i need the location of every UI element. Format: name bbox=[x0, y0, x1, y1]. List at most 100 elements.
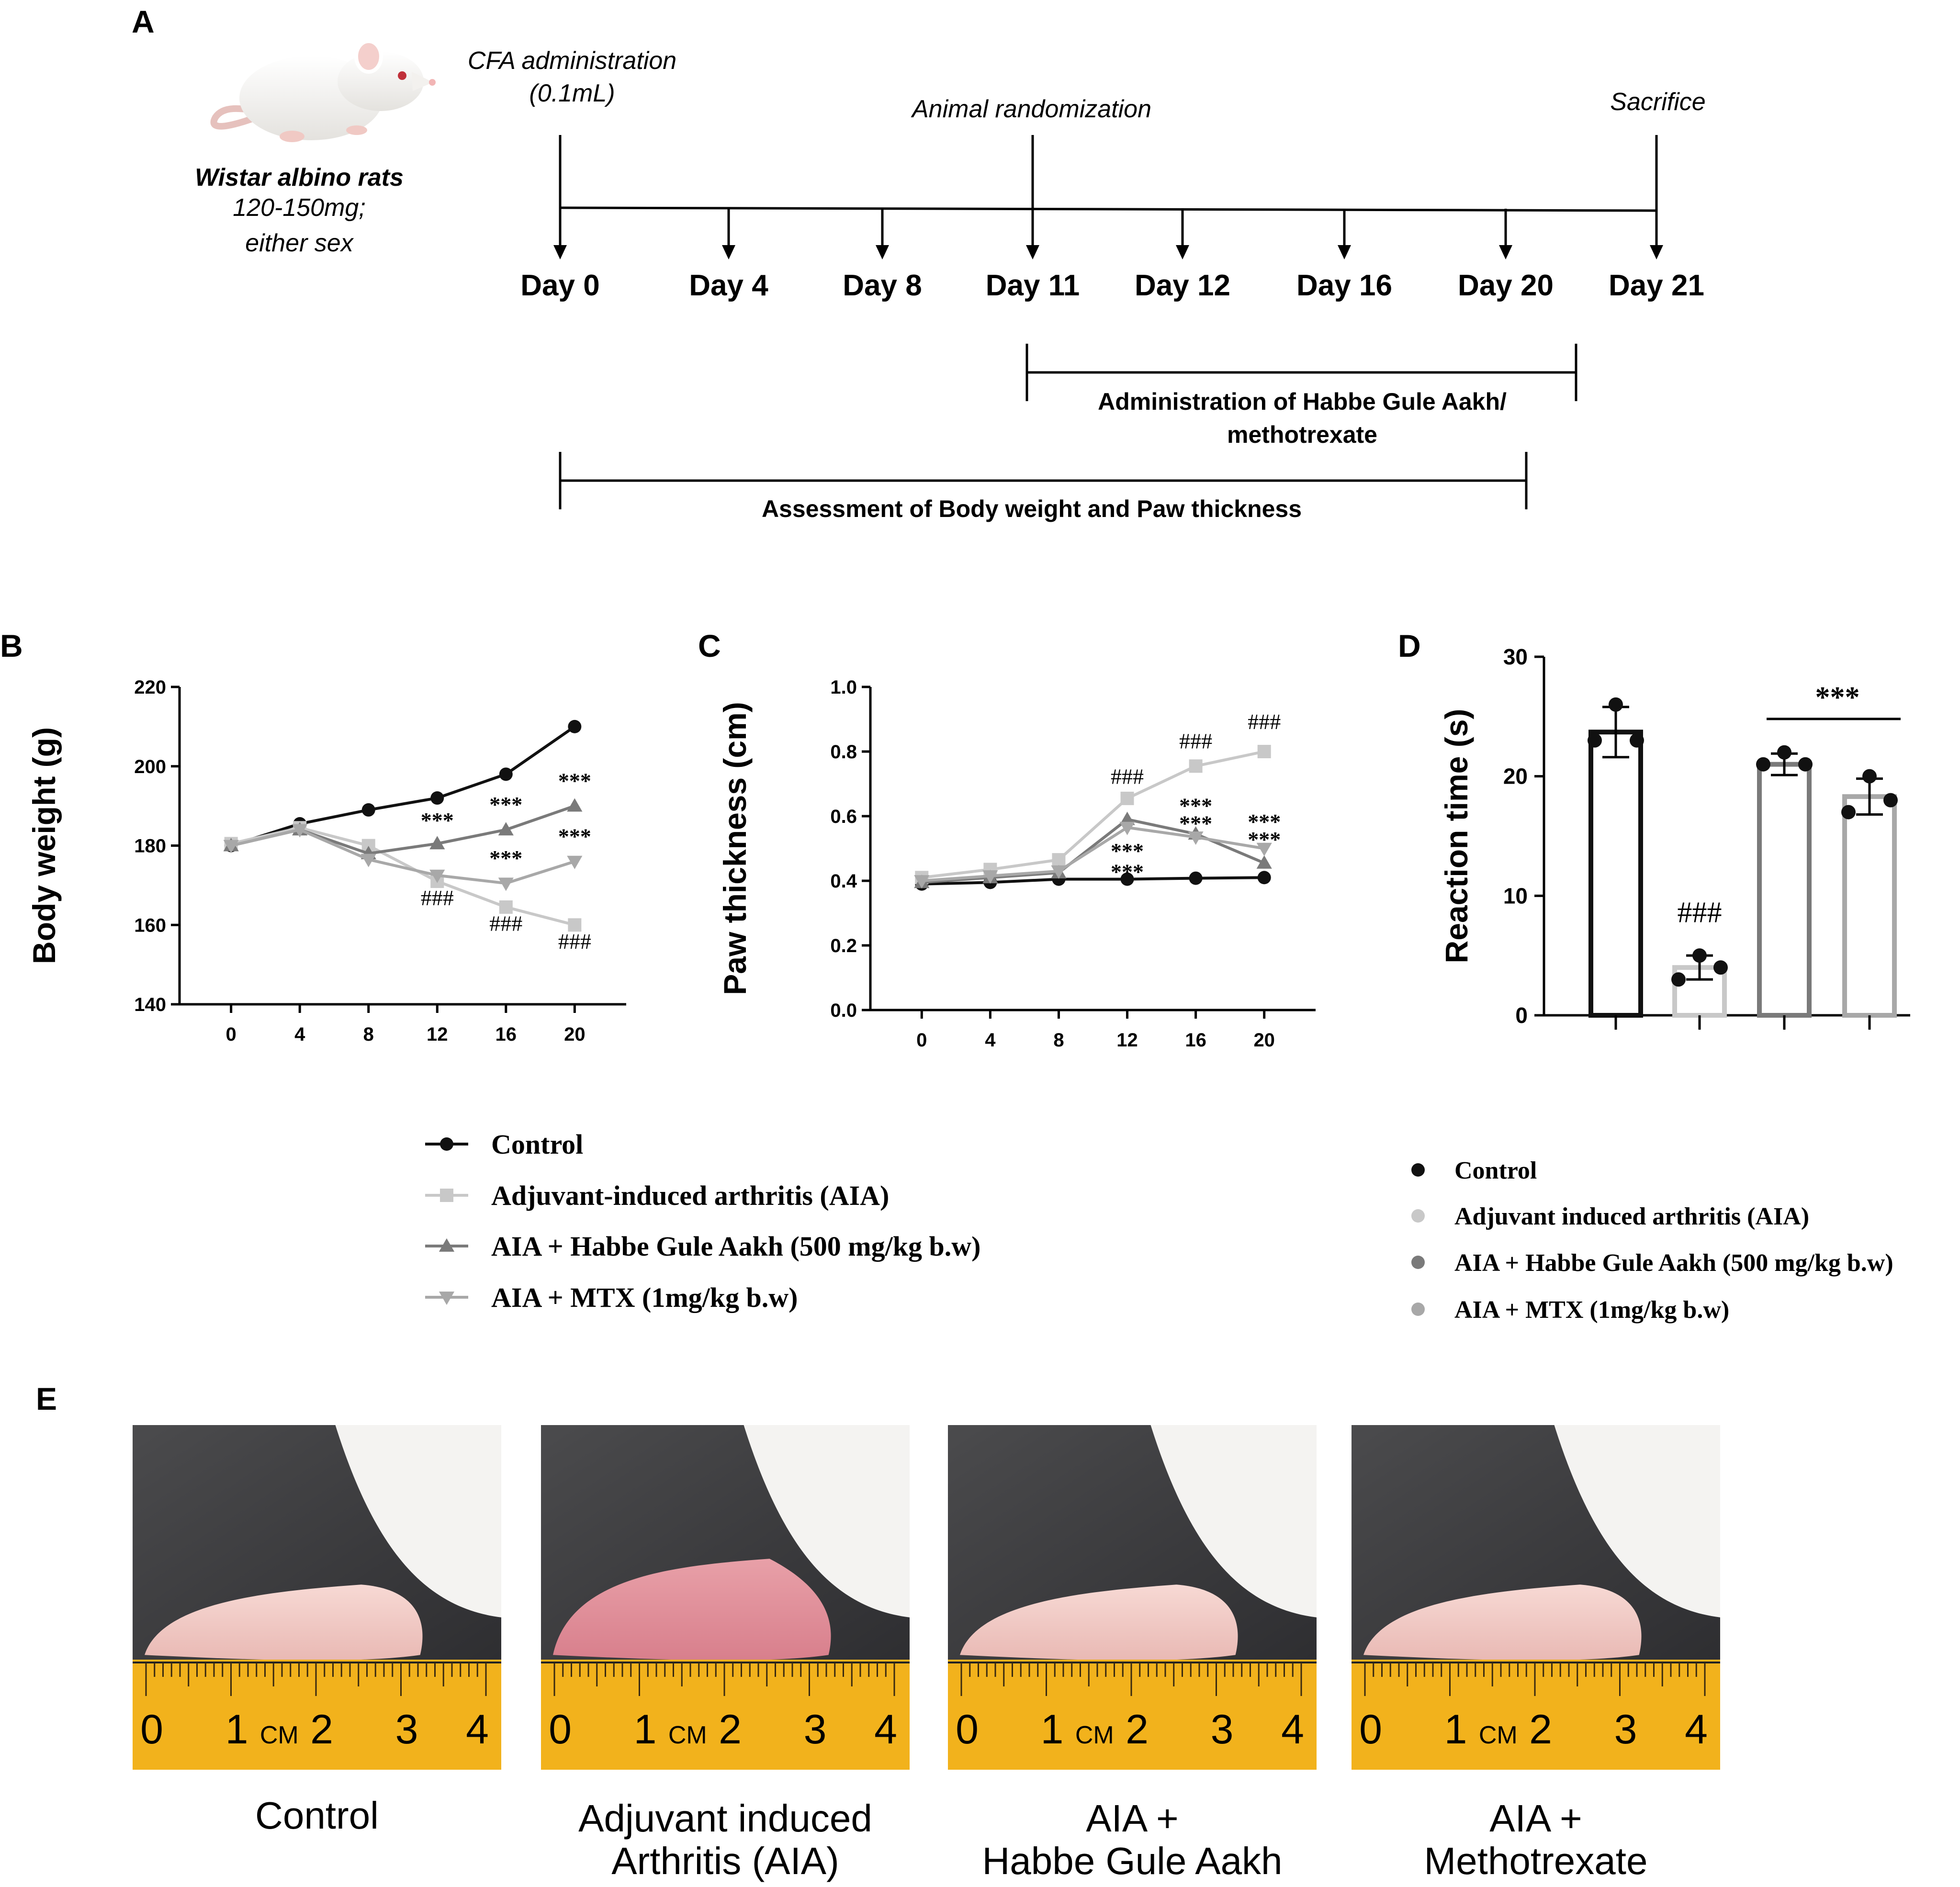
panel-label-c: C bbox=[698, 628, 721, 663]
data-point bbox=[1188, 831, 1204, 845]
y-tick-label: 180 bbox=[134, 836, 166, 857]
photo-caption-line1: AIA + bbox=[1489, 1797, 1582, 1840]
ruler-label: 2 bbox=[1126, 1707, 1149, 1752]
series-line bbox=[230, 725, 576, 847]
x-tick-label: 12 bbox=[1116, 1030, 1138, 1051]
y-tick-label: 10 bbox=[1503, 883, 1528, 908]
day-label: Day 8 bbox=[843, 269, 922, 302]
photo-caption-line2: Arthritis (AIA) bbox=[611, 1840, 839, 1882]
ruler-label: 4 bbox=[1685, 1707, 1708, 1752]
data-point bbox=[914, 875, 930, 889]
timeline-arrowhead bbox=[722, 245, 735, 259]
assessment-bracket bbox=[559, 452, 1528, 509]
ruler-label: 3 bbox=[395, 1707, 418, 1752]
paw bbox=[145, 1584, 423, 1661]
photo-caption-line2: Habbe Gule Aakh bbox=[982, 1840, 1282, 1882]
animal-weight: 120-150mg; bbox=[233, 194, 366, 222]
cfa-label-line1: CFA administration bbox=[468, 47, 676, 75]
paw-photo: 0 1 CM 2 3 4 AIA +Habbe Gule Aakh bbox=[948, 1425, 1317, 1882]
day-label: Day 16 bbox=[1296, 269, 1392, 302]
x-tick-label: 4 bbox=[294, 1024, 305, 1045]
legend-bar-chart: Control Adjuvant induced arthritis (AIA) A… bbox=[1411, 1157, 1893, 1324]
panel-label-e: E bbox=[36, 1381, 57, 1416]
ruler-label: 1 bbox=[1041, 1707, 1064, 1752]
individual-point bbox=[1862, 769, 1877, 784]
timeline-arrowhead bbox=[1176, 245, 1189, 259]
data-point bbox=[499, 767, 513, 781]
y-tick-label: 0.2 bbox=[830, 935, 857, 956]
animal-title: Wistar albino rats bbox=[195, 164, 404, 191]
significance-stars: *** bbox=[1179, 811, 1212, 835]
series-triangle-down bbox=[223, 824, 583, 891]
cfa-label-line2: (0.1mL) bbox=[529, 79, 615, 107]
x-tick-label: 12 bbox=[427, 1024, 448, 1045]
legend-entry: Control bbox=[1454, 1157, 1537, 1184]
photo-caption-line2: Methotrexate bbox=[1424, 1840, 1648, 1882]
ruler-label: 3 bbox=[1614, 1707, 1637, 1752]
day-label: Day 11 bbox=[986, 269, 1080, 302]
day-label: Day 21 bbox=[1609, 269, 1704, 302]
y-axis-title: Paw thickness (cm) bbox=[717, 702, 753, 995]
animal-sex: either sex bbox=[245, 229, 354, 257]
individual-point bbox=[1630, 733, 1644, 748]
y-tick-label: 20 bbox=[1503, 764, 1528, 789]
timeline-arrowhead bbox=[1338, 245, 1351, 259]
y-tick-label: 0.0 bbox=[830, 1000, 857, 1021]
rat-leg-fur bbox=[743, 1425, 910, 1617]
bar bbox=[1757, 762, 1812, 1018]
legend-entry: AIA + Habbe Gule Aakh (500 mg/kg b.w) bbox=[1454, 1249, 1893, 1277]
ruler-label: 3 bbox=[1211, 1707, 1234, 1752]
significance-stars: *** bbox=[489, 846, 522, 870]
x-tick-label: 20 bbox=[1253, 1030, 1275, 1051]
legend-entry: AIA + MTX (1mg/kg b.w) bbox=[491, 1282, 798, 1313]
data-point bbox=[429, 836, 445, 850]
legend-entry: AIA + Habbe Gule Aakh (500 mg/kg b.w) bbox=[491, 1231, 980, 1262]
rat-illustration bbox=[210, 39, 436, 142]
rat-leg-fur bbox=[335, 1425, 501, 1617]
significance-stars: *** bbox=[558, 824, 591, 848]
ruler-label: 0 bbox=[956, 1707, 979, 1752]
paw-photo: 0 1 CM 2 3 4 AIA +Methotrexate bbox=[1352, 1425, 1720, 1882]
y-axis-title: Reaction time (s) bbox=[1439, 709, 1474, 964]
significance-hashes: ### bbox=[558, 929, 591, 954]
y-tick-label: 140 bbox=[134, 994, 166, 1015]
data-point bbox=[1052, 853, 1066, 867]
data-point bbox=[1119, 811, 1135, 825]
chart-body-weight: 140 160 180 200 220 0 4 8 12 16 20 Body weight (g) #… bbox=[26, 677, 626, 1045]
significance-stars: *** bbox=[1815, 681, 1860, 714]
y-tick-label: 0.8 bbox=[830, 741, 857, 763]
series-triangle-up bbox=[223, 798, 583, 859]
day-label: Day 20 bbox=[1458, 269, 1554, 302]
data-point bbox=[361, 803, 375, 817]
ruler-label: 3 bbox=[804, 1707, 827, 1752]
series-circle bbox=[224, 719, 582, 853]
timeline-arrowhead bbox=[876, 245, 889, 259]
data-point bbox=[292, 824, 308, 838]
legend-marker bbox=[440, 1189, 453, 1202]
timeline-arrowhead bbox=[1499, 245, 1512, 259]
significance-hashes: ### bbox=[1248, 709, 1281, 734]
legend-entry: Adjuvant-induced arthritis (AIA) bbox=[491, 1180, 889, 1211]
series-triangle-down bbox=[914, 821, 1272, 889]
individual-point bbox=[1692, 948, 1707, 963]
legend-marker bbox=[439, 1238, 455, 1252]
legend-marker bbox=[439, 1292, 455, 1305]
ruler-label: 4 bbox=[874, 1707, 897, 1752]
timeline-arrowhead bbox=[553, 245, 567, 259]
x-tick-label: 8 bbox=[1053, 1030, 1064, 1051]
bar bbox=[1842, 794, 1897, 1018]
photo-caption-line1: Control bbox=[255, 1794, 379, 1837]
data-point bbox=[982, 870, 998, 884]
legend-marker bbox=[1411, 1209, 1425, 1223]
significance-stars: *** bbox=[1179, 793, 1212, 818]
data-point bbox=[568, 719, 582, 733]
data-point bbox=[1256, 855, 1272, 869]
data-point bbox=[498, 877, 514, 891]
administration-bracket bbox=[1025, 344, 1577, 401]
paw-photo-row: 0 1 CM 2 3 4 Control 0 1 CM 2 3 4 Adjuvant inducedArt… bbox=[133, 1425, 1720, 1882]
ruler-label: 4 bbox=[466, 1707, 489, 1752]
data-point bbox=[430, 791, 444, 805]
ruler-label: CM bbox=[1075, 1721, 1114, 1749]
legend-marker bbox=[440, 1137, 453, 1151]
legend-entry: Adjuvant induced arthritis (AIA) bbox=[1454, 1203, 1809, 1230]
